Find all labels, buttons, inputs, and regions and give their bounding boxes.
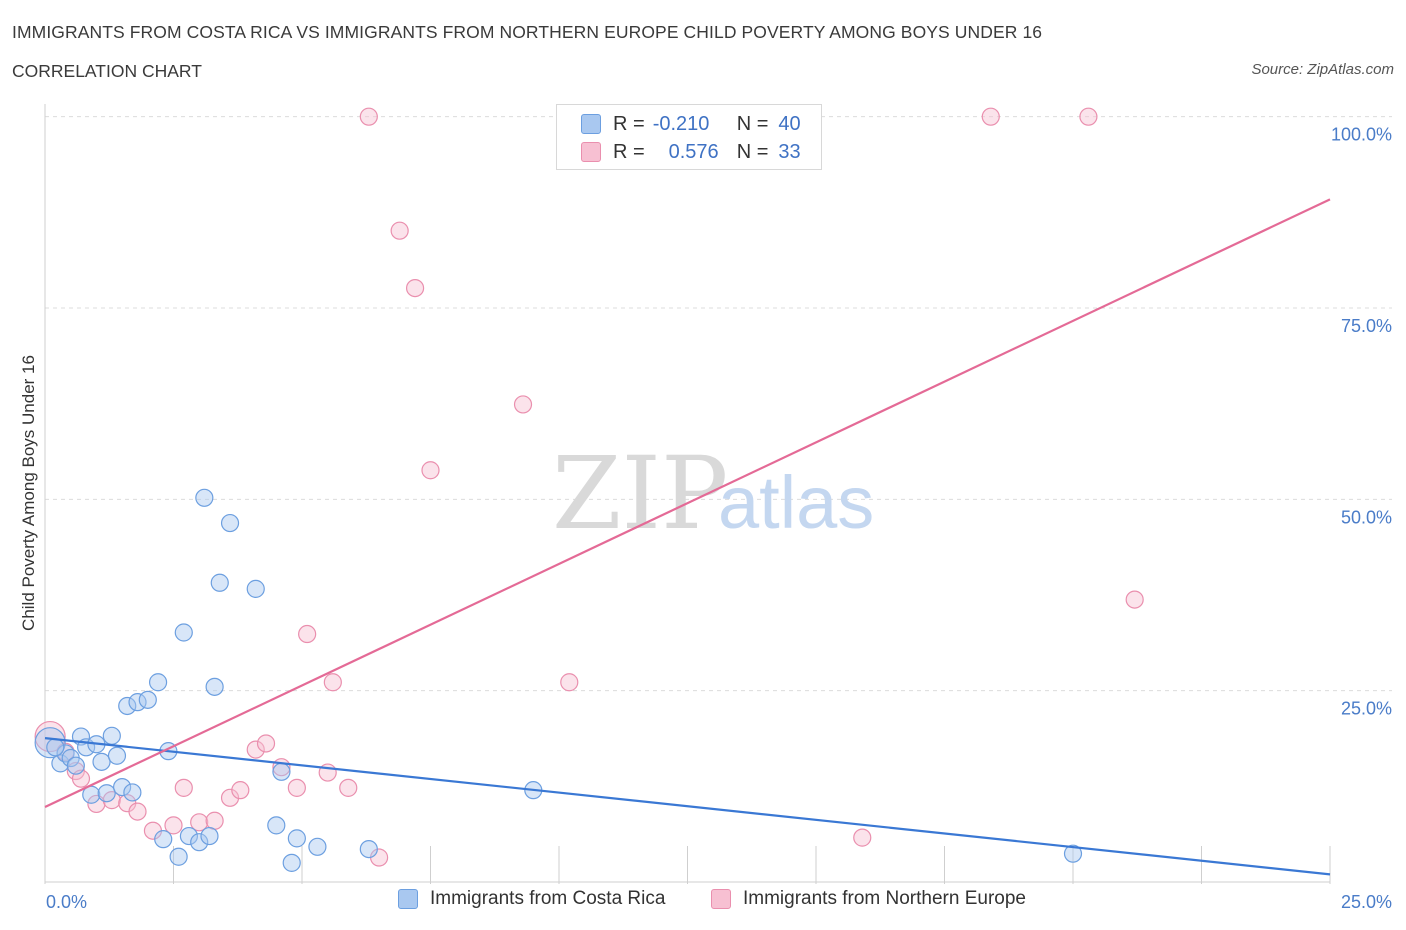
legend-r-label: R =	[613, 140, 645, 163]
point-northern-europe	[405, 279, 425, 298]
point-northern-europe	[560, 673, 579, 692]
point-northern-europe	[231, 781, 250, 800]
point-costa-rica	[46, 738, 65, 757]
point-costa-rica	[169, 847, 188, 866]
tick-labels: 25.0% 50.0% 75.0% 100.0% 0.0% 25.0%	[46, 125, 1392, 912]
point-costa-rica	[287, 829, 306, 848]
point-costa-rica	[210, 573, 229, 592]
point-costa-rica	[179, 826, 199, 846]
point-northern-europe	[421, 461, 440, 480]
chart-subtitle: CORRELATION CHART	[12, 61, 202, 81]
watermark: ZIP atlas	[552, 435, 874, 552]
legend-row-costa-rica: R = -0.210 N = 40	[581, 111, 801, 137]
legend-label-northern-europe: Immigrants from Northern Europe	[743, 888, 1026, 909]
point-northern-europe	[190, 813, 209, 832]
legend-row-northern-europe: R = 0.576 N = 33	[581, 139, 801, 165]
point-costa-rica	[107, 746, 127, 765]
point-costa-rica	[190, 833, 209, 852]
legend-n-value: 40	[778, 112, 801, 135]
point-costa-rica	[282, 853, 301, 872]
point-northern-europe	[220, 788, 240, 807]
correlation-legend: R = -0.210 N = 40 R = 0.576 N = 33	[556, 104, 822, 170]
point-northern-europe	[287, 778, 306, 797]
y-tick-label: 75.0%	[1341, 316, 1392, 336]
point-northern-europe	[246, 740, 265, 759]
legend-r-value: 0.576	[668, 140, 719, 163]
point-costa-rica	[154, 830, 173, 849]
point-northern-europe	[128, 802, 147, 821]
point-costa-rica	[51, 754, 70, 773]
point-northern-europe	[981, 107, 1000, 126]
trend-line-northern-europe	[44, 198, 1331, 808]
point-northern-europe	[853, 828, 872, 847]
point-costa-rica	[195, 488, 214, 507]
x-tick-label: 25.0%	[1341, 892, 1392, 912]
point-costa-rica	[200, 826, 219, 846]
data-points	[34, 107, 1144, 872]
point-northern-europe	[164, 816, 183, 835]
y-tick-label: 25.0%	[1341, 699, 1392, 719]
legend-swatch-northern-europe	[711, 889, 731, 909]
legend-label-costa-rica: Immigrants from Costa Rica	[430, 888, 666, 909]
axes	[44, 104, 1331, 884]
point-northern-europe	[256, 734, 276, 753]
legend-item-northern-europe: Immigrants from Northern Europe	[711, 888, 1026, 910]
watermark-zip: ZIP	[552, 435, 728, 552]
legend-n-label: N =	[736, 140, 769, 163]
grid-lines	[45, 116, 1392, 692]
point-costa-rica	[359, 839, 378, 859]
point-costa-rica	[123, 783, 142, 802]
point-northern-europe	[339, 778, 358, 797]
point-northern-europe	[390, 221, 409, 240]
point-costa-rica	[267, 816, 286, 835]
point-costa-rica	[1063, 844, 1083, 863]
point-costa-rica	[97, 784, 116, 803]
point-northern-europe	[174, 778, 193, 797]
point-costa-rica	[118, 696, 137, 716]
point-costa-rica	[174, 623, 193, 642]
y-axis-label: Child Poverty Among Boys Under 16	[19, 355, 38, 631]
point-northern-europe	[1079, 107, 1098, 126]
point-northern-europe	[359, 107, 378, 126]
point-costa-rica	[112, 777, 132, 797]
source-label: Source: ZipAtlas.com	[1251, 61, 1394, 78]
point-costa-rica	[102, 726, 121, 745]
y-tick-label: 100.0%	[1331, 125, 1392, 145]
legend-r-value: -0.210	[652, 112, 710, 135]
y-tick-label: 50.0%	[1341, 507, 1392, 527]
point-costa-rica	[148, 673, 168, 692]
point-northern-europe	[323, 673, 342, 692]
point-costa-rica	[308, 837, 327, 856]
legend-n-value: 33	[778, 140, 801, 163]
legend-swatch-costa-rica	[398, 889, 418, 909]
trend-lines	[44, 198, 1331, 876]
point-northern-europe	[205, 811, 224, 830]
point-costa-rica	[92, 752, 111, 771]
point-costa-rica	[246, 579, 265, 598]
legend-r-label: R =	[613, 112, 645, 135]
point-northern-europe	[513, 395, 533, 414]
point-costa-rica	[205, 677, 224, 696]
legend-swatch-costa-rica	[581, 114, 601, 134]
legend-item-costa-rica: Immigrants from Costa Rica	[398, 888, 665, 910]
point-costa-rica	[220, 513, 240, 533]
watermark-atlas: atlas	[718, 461, 874, 544]
chart-title: IMMIGRANTS FROM COSTA RICA VS IMMIGRANTS…	[12, 22, 1043, 42]
series-legend: Immigrants from Costa Rica Immigrants fr…	[0, 888, 1406, 918]
point-costa-rica	[272, 762, 291, 781]
legend-swatch-northern-europe	[581, 142, 601, 162]
point-costa-rica	[138, 690, 157, 709]
point-northern-europe	[298, 624, 317, 644]
point-northern-europe	[1125, 590, 1144, 609]
legend-n-label: N =	[736, 112, 769, 135]
trend-line-costa-rica	[44, 737, 1331, 876]
point-costa-rica	[66, 756, 85, 775]
x-tick-label: 0.0%	[46, 892, 87, 912]
